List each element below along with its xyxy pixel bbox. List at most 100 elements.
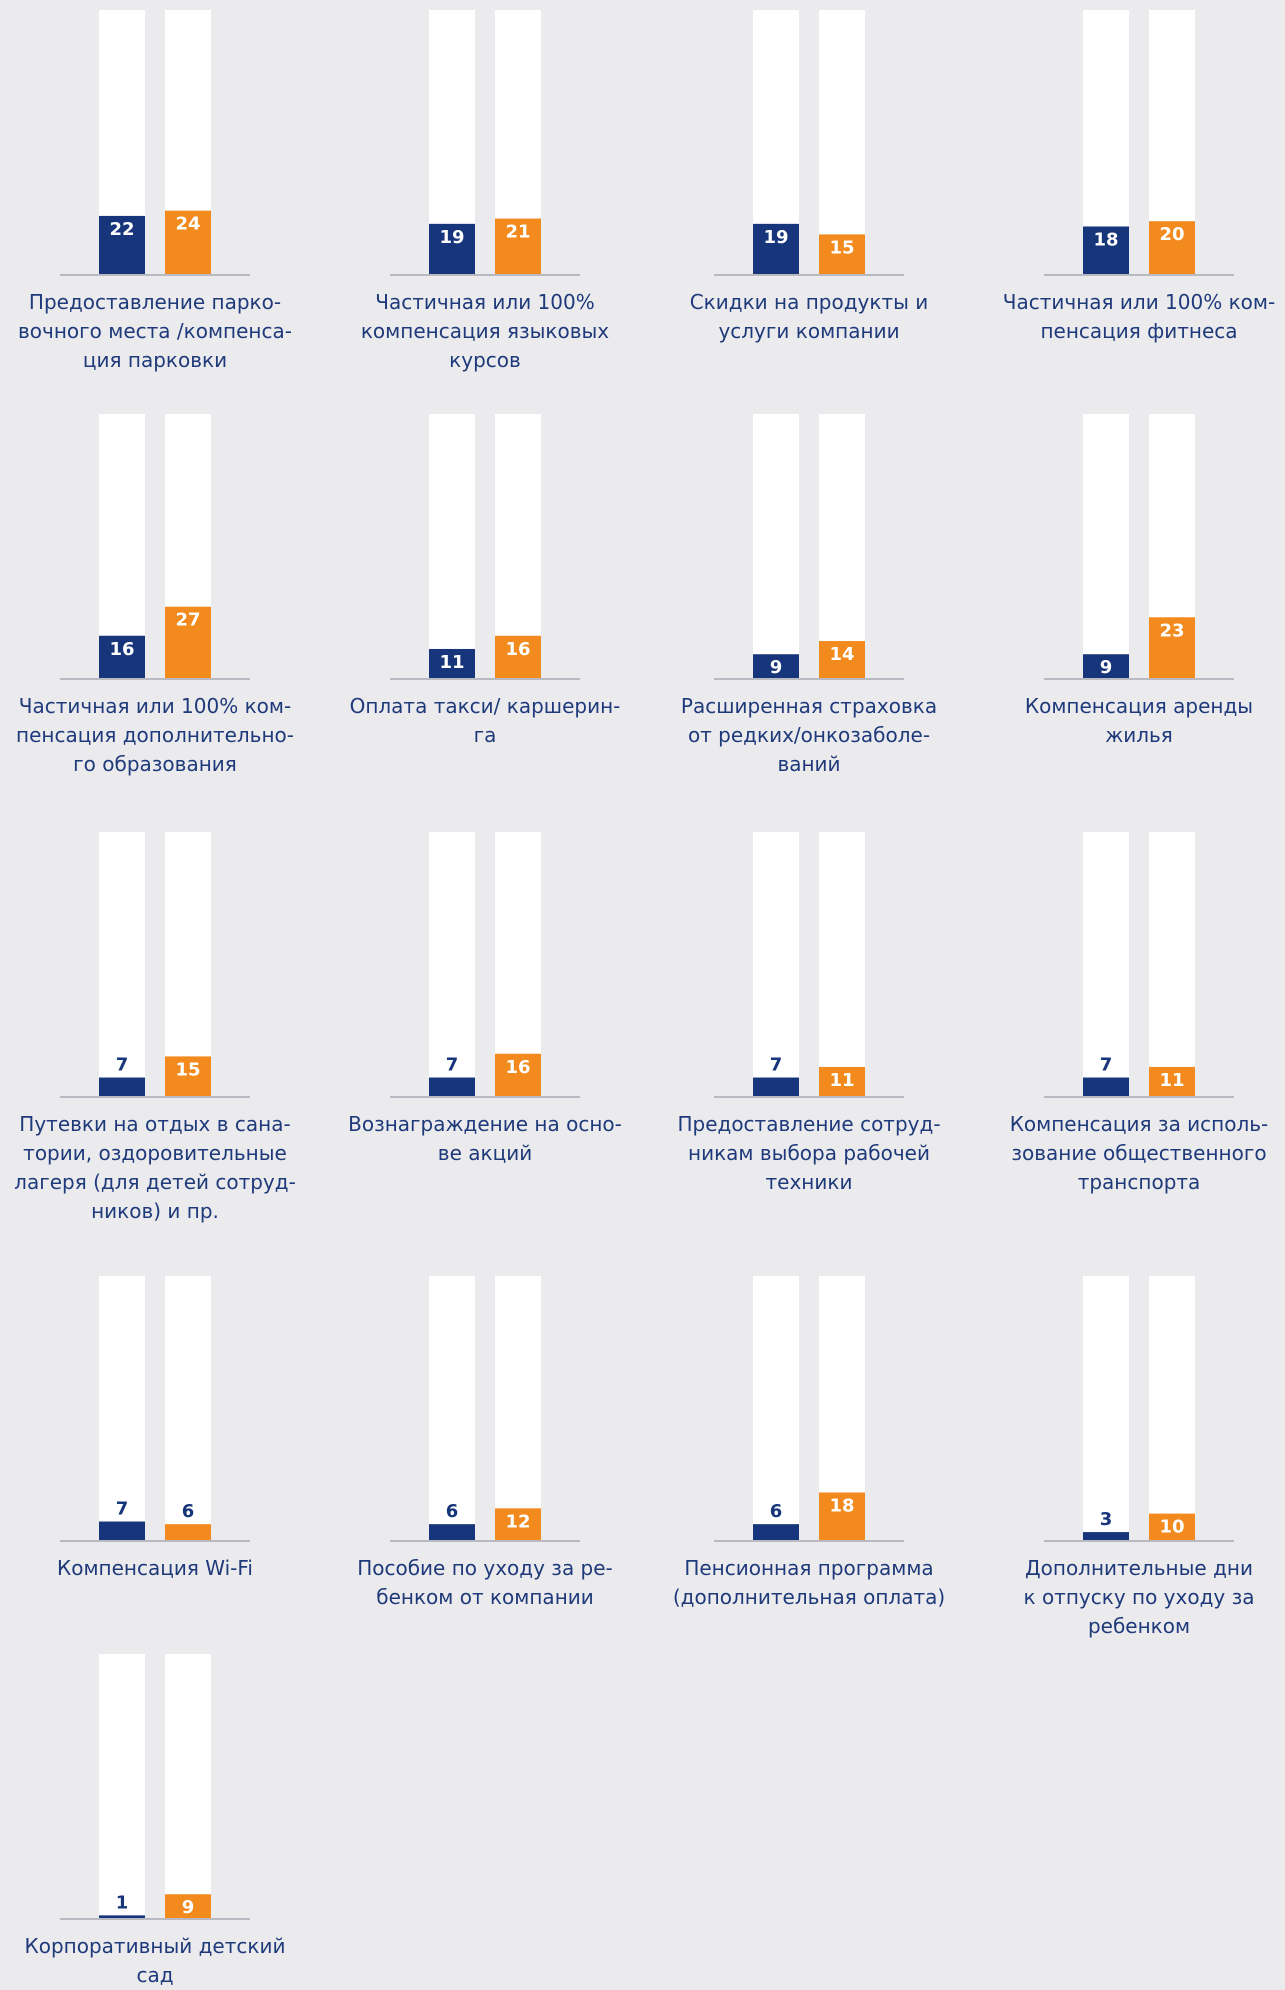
caption: Корпоративный детский сад — [24, 1934, 286, 1987]
mini-chart: 19 21 Частичная или 100% компенсация языко… — [320, 10, 650, 375]
bar — [99, 215, 145, 274]
mini-chart: 11 16 Оплата такси/ каршерин- га — [320, 414, 650, 750]
value-label: 16 — [109, 639, 134, 660]
value-label: 12 — [505, 1511, 530, 1532]
bar — [753, 654, 799, 678]
track — [819, 832, 865, 1096]
mini-chart: 9 14 Расширенная страховка от редких/онкоз… — [644, 414, 974, 779]
value-label: 20 — [1159, 224, 1184, 245]
bar — [819, 1492, 865, 1540]
bar — [753, 1524, 799, 1540]
bar — [165, 1894, 211, 1918]
track — [495, 1276, 541, 1540]
plot: 11 16 — [390, 414, 580, 680]
value-label: 18 — [1093, 229, 1118, 250]
mini-chart: 7 6 Компенсация Wi-Fi — [0, 1276, 320, 1583]
value-label: 15 — [829, 237, 854, 258]
value-label: 27 — [175, 610, 200, 631]
track — [1149, 1276, 1195, 1540]
track — [819, 10, 865, 274]
mini-chart: 7 11 Компенсация за исполь- зование общест… — [974, 832, 1285, 1197]
plot: 7 11 — [714, 832, 904, 1098]
caption: Компенсация аренды жилья — [1024, 694, 1254, 747]
value-label: 1 — [116, 1892, 129, 1913]
bar — [429, 1524, 475, 1540]
bar — [495, 1508, 541, 1540]
track — [495, 832, 541, 1096]
bar — [1083, 1532, 1129, 1540]
track — [165, 1654, 211, 1918]
bar — [819, 1066, 865, 1096]
track — [429, 414, 475, 678]
caption: Частичная или 100% ком- пенсация дополни… — [16, 694, 294, 776]
track — [165, 832, 211, 1096]
bar — [165, 210, 211, 274]
caption: Частичная или 100% компенсация языковых … — [360, 290, 610, 372]
value-label: 24 — [175, 214, 200, 235]
value-label: 7 — [770, 1055, 783, 1076]
track — [495, 414, 541, 678]
value-label: 7 — [1100, 1055, 1113, 1076]
track — [1149, 832, 1195, 1096]
value-label: 16 — [505, 1057, 530, 1078]
caption: Пенсионная программа (дополнительная опл… — [672, 1556, 946, 1609]
bar — [1083, 1077, 1129, 1096]
caption: Путевки на отдых в сана- тории, оздорови… — [14, 1112, 296, 1223]
value-label: 6 — [446, 1501, 459, 1522]
mini-chart: 9 23 Компенсация аренды жилья — [974, 414, 1285, 750]
mini-chart: 22 24 Предоставление парко- вочного места … — [0, 10, 320, 375]
value-label: 3 — [1100, 1509, 1113, 1530]
mini-chart: 7 16 Вознаграждение на осно- ве акций — [320, 832, 650, 1168]
bar — [165, 606, 211, 678]
caption: Вознаграждение на осно- ве акций — [348, 1112, 622, 1165]
value-label: 23 — [1159, 620, 1184, 641]
bar — [99, 1521, 145, 1540]
plot: 22 24 — [60, 10, 250, 276]
caption: Пособие по уходу за ре- бенком от компан… — [357, 1556, 613, 1609]
plot: 18 20 — [1044, 10, 1234, 276]
bar — [99, 635, 145, 678]
value-label: 21 — [505, 222, 530, 243]
caption: Предоставление сотруд- никам выбора рабо… — [677, 1112, 941, 1194]
plot: 3 10 — [1044, 1276, 1234, 1542]
value-label: 11 — [1159, 1070, 1184, 1091]
bar — [99, 1915, 145, 1918]
value-label: 10 — [1159, 1517, 1184, 1538]
value-label: 6 — [182, 1501, 195, 1522]
track — [99, 832, 145, 1096]
track — [819, 414, 865, 678]
bar — [1149, 1513, 1195, 1540]
caption: Дополнительные дни к отпуску по уходу за… — [1023, 1556, 1255, 1638]
track — [429, 832, 475, 1096]
caption: Частичная или 100% ком- пенсация фитнеса — [1002, 290, 1276, 343]
value-label: 15 — [175, 1059, 200, 1080]
value-label: 9 — [1100, 657, 1113, 678]
track — [1083, 414, 1129, 678]
track — [1083, 1276, 1129, 1540]
bar — [753, 1077, 799, 1096]
plot: 9 14 — [714, 414, 904, 680]
bar — [99, 1077, 145, 1096]
bar — [495, 218, 541, 274]
mini-chart: 7 11 Предоставление сотруд- никам выбора р… — [644, 832, 974, 1197]
value-label: 14 — [829, 644, 854, 665]
bar — [1149, 221, 1195, 274]
caption: Предоставление парко- вочного места /ком… — [18, 290, 292, 372]
mini-chart: 18 20 Частичная или 100% ком- пенсация фит… — [974, 10, 1285, 346]
bar — [1083, 226, 1129, 274]
track — [753, 1276, 799, 1540]
bar — [1149, 1066, 1195, 1096]
bar — [165, 1524, 211, 1540]
value-label: 11 — [829, 1070, 854, 1091]
value-label: 16 — [505, 639, 530, 660]
mini-chart: 3 10 Дополнительные дни к отпуску по уходу… — [974, 1276, 1285, 1641]
value-label: 9 — [770, 657, 783, 678]
bar — [819, 641, 865, 678]
plot: 7 15 — [60, 832, 250, 1098]
caption: Компенсация за исполь- зование обществен… — [1009, 1112, 1269, 1194]
